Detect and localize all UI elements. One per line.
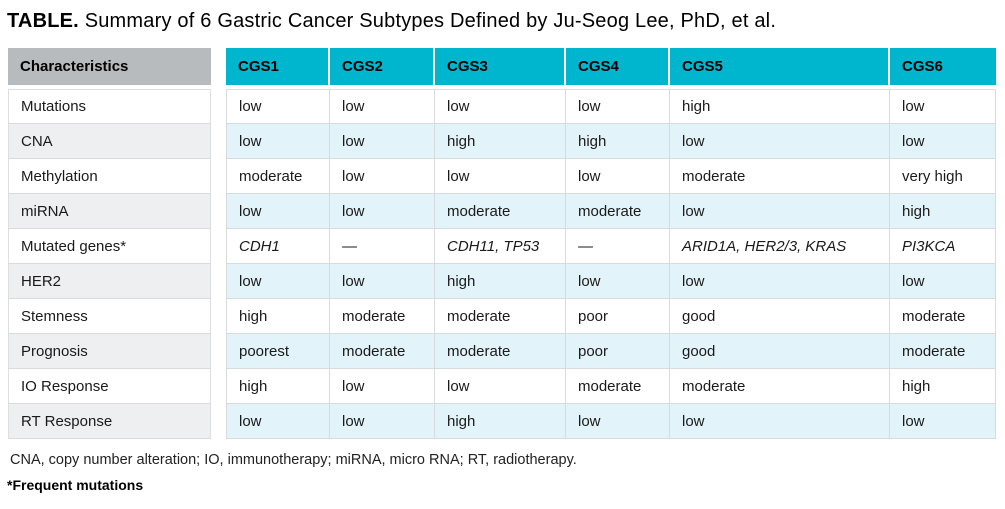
row-header: CNA — [8, 124, 211, 159]
cell: ARID1A, HER2/3, KRAS — [670, 229, 890, 264]
cell: moderate — [670, 369, 890, 404]
row-header: RT Response — [8, 404, 211, 439]
cell: moderate — [670, 159, 890, 194]
asterisk-footnote: *Frequent mutations — [7, 477, 144, 493]
cell: low — [890, 264, 996, 299]
column-header-cgs3: CGS3 — [435, 48, 566, 85]
cell: low — [890, 124, 996, 159]
column-gap — [211, 124, 226, 159]
cell: low — [330, 124, 435, 159]
cell: moderate — [435, 194, 566, 229]
column-gap — [211, 194, 226, 229]
row-header: Mutated genes* — [8, 229, 211, 264]
subtypes-table: Characteristics CGS1 CGS2 CGS3 CGS4 CGS5 CGS6 M… — [8, 48, 996, 439]
cell: low — [566, 89, 670, 124]
cell: high — [670, 89, 890, 124]
column-gap — [211, 89, 226, 124]
row-header: miRNA — [8, 194, 211, 229]
row-header: Methylation — [8, 159, 211, 194]
column-gap — [211, 334, 226, 369]
cell: moderate — [566, 369, 670, 404]
cell: low — [566, 159, 670, 194]
column-gap — [211, 159, 226, 194]
row-header: Mutations — [8, 89, 211, 124]
cell: moderate — [330, 334, 435, 369]
cell: good — [670, 299, 890, 334]
table-title-label: TABLE. — [7, 10, 79, 32]
column-gap — [211, 299, 226, 334]
cell: good — [670, 334, 890, 369]
cell: — — [566, 229, 670, 264]
cell: low — [435, 89, 566, 124]
column-header-cgs4: CGS4 — [566, 48, 670, 85]
cell: low — [566, 264, 670, 299]
cell: low — [566, 404, 670, 439]
column-gap — [211, 48, 226, 85]
cell: PI3KCA — [890, 229, 996, 264]
cell: low — [330, 194, 435, 229]
cell: moderate — [566, 194, 670, 229]
column-header-cgs6: CGS6 — [890, 48, 996, 85]
table-title: TABLE. Summary of 6 Gastric Cancer Subty… — [0, 0, 1005, 33]
column-gap — [211, 264, 226, 299]
cell: low — [330, 89, 435, 124]
cell: moderate — [890, 334, 996, 369]
cell: moderate — [226, 159, 330, 194]
table-title-text: Summary of 6 Gastric Cancer Subtypes Def… — [78, 10, 777, 32]
column-header-cgs5: CGS5 — [670, 48, 890, 85]
cell: low — [330, 264, 435, 299]
cell: low — [330, 159, 435, 194]
cell: high — [890, 369, 996, 404]
cell: moderate — [435, 334, 566, 369]
cell: moderate — [435, 299, 566, 334]
cell: low — [226, 124, 330, 159]
cell: very high — [890, 159, 996, 194]
cell: low — [330, 404, 435, 439]
cell: low — [330, 369, 435, 404]
cell: poor — [566, 334, 670, 369]
column-header-cgs2: CGS2 — [330, 48, 435, 85]
cell: low — [226, 264, 330, 299]
cell: moderate — [330, 299, 435, 334]
cell: low — [670, 404, 890, 439]
cell: — — [330, 229, 435, 264]
corner-header-characteristics: Characteristics — [8, 48, 211, 85]
row-header: Stemness — [8, 299, 211, 334]
cell: high — [226, 369, 330, 404]
header-body-gap — [8, 85, 996, 89]
cell: low — [435, 159, 566, 194]
cell: CDH11, TP53 — [435, 229, 566, 264]
column-gap — [211, 404, 226, 439]
cell: high — [226, 299, 330, 334]
cell: low — [226, 404, 330, 439]
column-gap — [211, 229, 226, 264]
cell: low — [670, 194, 890, 229]
cell: low — [670, 124, 890, 159]
cell: low — [226, 194, 330, 229]
cell: high — [435, 264, 566, 299]
cell: low — [226, 89, 330, 124]
row-header: IO Response — [8, 369, 211, 404]
cell: moderate — [890, 299, 996, 334]
cell: poor — [566, 299, 670, 334]
column-gap — [211, 369, 226, 404]
cell: high — [890, 194, 996, 229]
cell: high — [435, 124, 566, 159]
cell: CDH1 — [226, 229, 330, 264]
cell: high — [435, 404, 566, 439]
cell: poorest — [226, 334, 330, 369]
abbreviations-footnote: CNA, copy number alteration; IO, immunot… — [10, 452, 577, 468]
cell: low — [890, 404, 996, 439]
cell: low — [670, 264, 890, 299]
cell: high — [566, 124, 670, 159]
row-header: HER2 — [8, 264, 211, 299]
column-header-cgs1: CGS1 — [226, 48, 330, 85]
cell: low — [435, 369, 566, 404]
cell: low — [890, 89, 996, 124]
row-header: Prognosis — [8, 334, 211, 369]
